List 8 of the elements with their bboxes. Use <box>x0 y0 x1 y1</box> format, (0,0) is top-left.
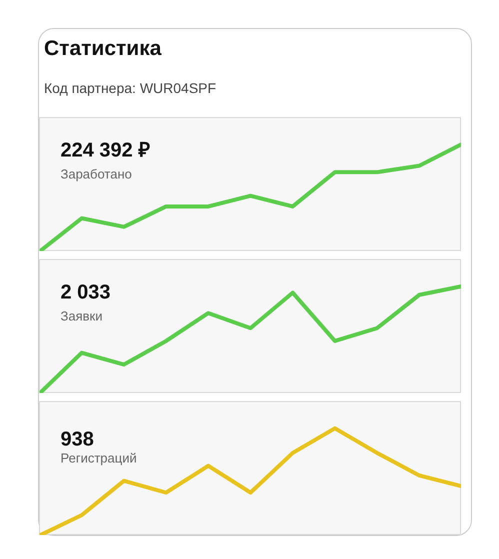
text: Заработано <box>60 166 132 182</box>
chart-title: 224 392 ₽ <box>60 140 150 162</box>
chart-title: 2 033 <box>60 282 111 304</box>
chart-title: 938 <box>60 428 94 450</box>
text: Код партнера: WUR04SPF <box>44 79 216 98</box>
text: Заявки <box>60 308 102 324</box>
text: Статистика <box>44 36 162 62</box>
text: Регистраций <box>60 450 137 466</box>
